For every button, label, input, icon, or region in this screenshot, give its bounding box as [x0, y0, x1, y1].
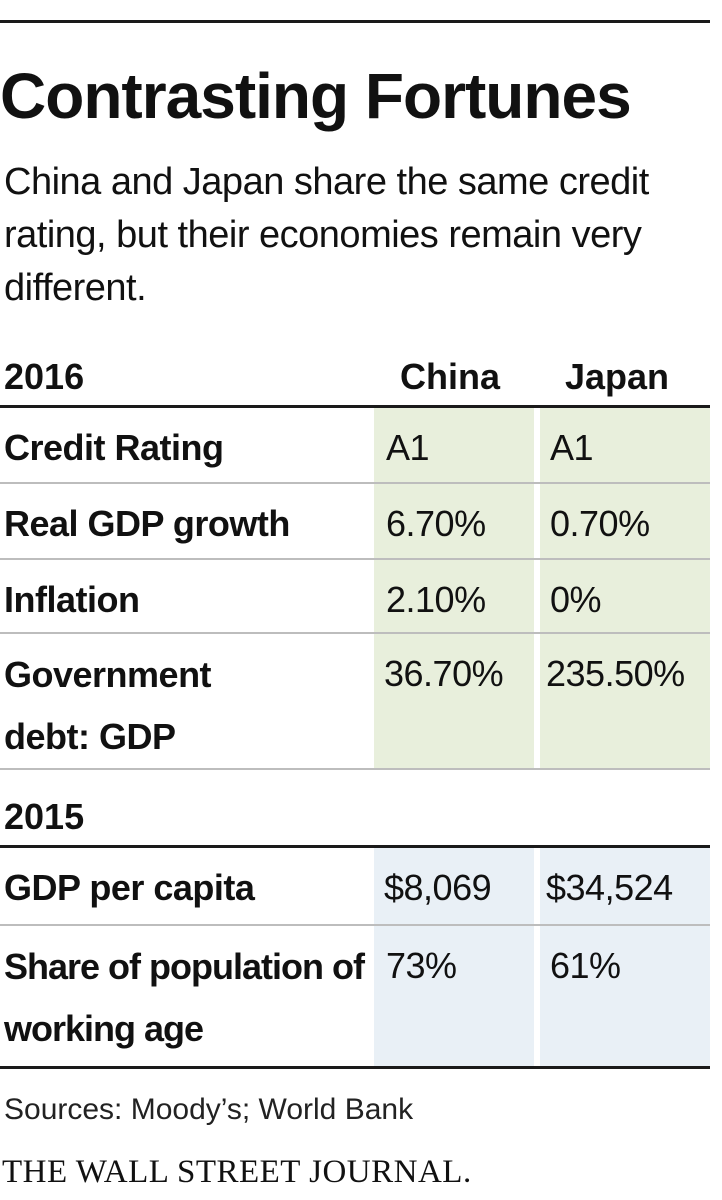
cell-background — [540, 926, 710, 1066]
section-rule-2015 — [0, 845, 710, 848]
japan-value: 61% — [550, 945, 621, 986]
row-label: Credit Rating — [4, 427, 224, 468]
row-label: Government debt: GDP — [4, 654, 212, 757]
row-label: Share of population of working age — [4, 946, 365, 1049]
publisher-logo: THE WALL STREET JOURNAL. — [2, 1154, 472, 1190]
row-label: Inflation — [4, 579, 140, 620]
china-value: 2.10% — [386, 579, 486, 620]
cell-background — [374, 560, 534, 634]
cell-background — [540, 408, 710, 484]
cell-background — [374, 634, 534, 770]
row-divider — [0, 558, 710, 560]
bottom-rule — [0, 1066, 710, 1069]
japan-value: A1 — [550, 427, 594, 468]
cell-background — [374, 848, 534, 926]
cell-background — [374, 408, 534, 484]
chart-subtitle: China and Japan share the same credit ra… — [4, 161, 649, 309]
japan-value: $34,524 — [546, 867, 673, 908]
section-header-2016: 2016 China Japan — [0, 348, 710, 406]
table-row: GDP per capita $8,069 $34,524 — [0, 848, 710, 926]
japan-value: 0.70% — [550, 503, 650, 544]
table-row: Credit Rating A1 A1 — [0, 408, 710, 484]
cell-background — [540, 560, 710, 634]
section-rule-2016 — [0, 405, 710, 408]
table-row: Share of population of working age 73% 6… — [0, 926, 710, 1066]
cell-background — [540, 484, 710, 560]
table-row: Real GDP growth 6.70% 0.70% — [0, 484, 710, 560]
cell-background — [374, 926, 534, 1066]
table-row: Inflation 2.10% 0% — [0, 560, 710, 634]
cell-background — [540, 848, 710, 926]
column-header-japan: Japan — [565, 356, 670, 397]
row-divider — [0, 632, 710, 634]
row-label: GDP per capita — [4, 867, 255, 908]
row-divider — [0, 924, 710, 926]
japan-value: 235.50% — [546, 653, 685, 694]
section-year-2015: 2015 — [4, 796, 85, 837]
table-row: Government debt: GDP 36.70% 235.50% — [0, 634, 710, 770]
row-label: Real GDP growth — [4, 503, 290, 544]
china-value: 73% — [386, 945, 457, 986]
section-header-2015: 2015 — [0, 788, 710, 846]
china-value: $8,069 — [384, 867, 492, 908]
japan-value: 0% — [550, 579, 602, 620]
row-divider — [0, 482, 710, 484]
china-value: 36.70% — [384, 653, 504, 694]
row-divider — [0, 768, 710, 770]
source-note: Sources: Moody’s; World Bank — [4, 1093, 414, 1126]
column-header-china: China — [400, 356, 501, 397]
china-value: A1 — [386, 427, 430, 468]
cell-background — [374, 484, 534, 560]
chart-title: Contrasting Fortunes — [0, 60, 632, 132]
cell-background — [540, 634, 710, 770]
section-year-2016: 2016 — [4, 356, 85, 397]
top-rule — [0, 20, 710, 23]
china-value: 6.70% — [386, 503, 486, 544]
